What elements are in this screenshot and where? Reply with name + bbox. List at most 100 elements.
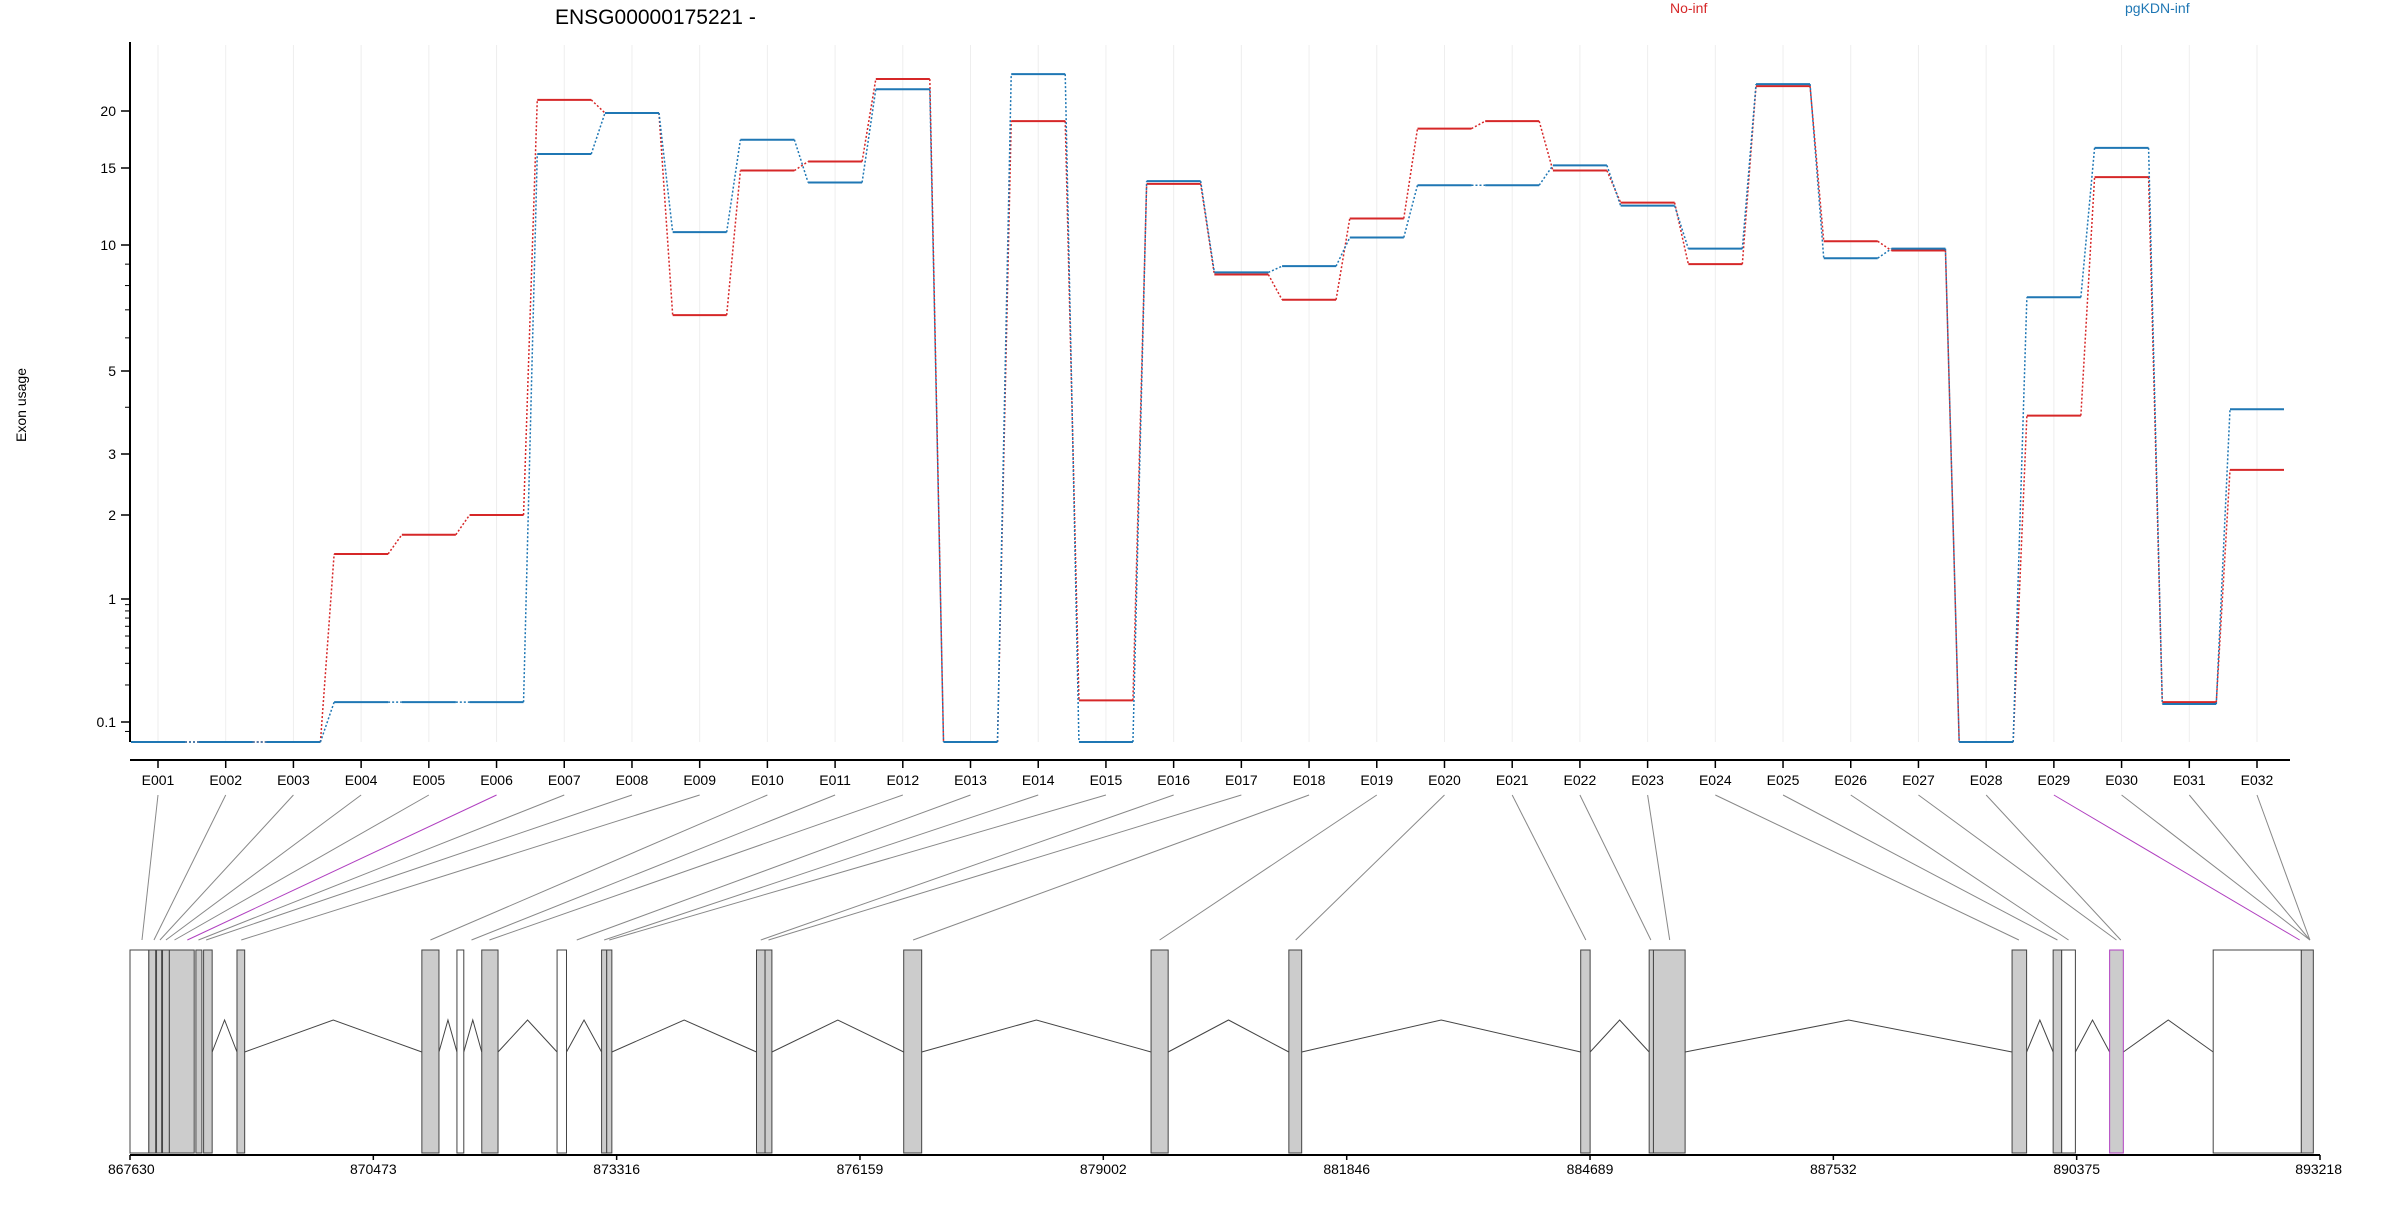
y-tick-label-5: 10 [100, 237, 116, 253]
x-tick-label-e015: E015 [1090, 772, 1123, 788]
exon-connector-lines [141, 794, 2311, 941]
connector-no-inf-e027 [1944, 250, 1960, 743]
genomic-tick-label-6: 884689 [1567, 1161, 1614, 1177]
connector-pgkdn-inf-e023 [1673, 205, 1690, 249]
connector-pgkdn-inf-e009 [725, 139, 742, 233]
exon-block-9 [456, 949, 465, 1154]
connector-line-e032 [2256, 794, 2311, 941]
connector-line-e021 [1511, 794, 1587, 941]
y-axis-label: Exon usage [13, 368, 29, 442]
connector-pgkdn-inf-e014 [1064, 74, 1080, 743]
connector-no-inf-e020 [1471, 120, 1486, 130]
exon-block-6 [203, 949, 213, 1154]
connector-line-e019 [1159, 794, 1378, 941]
connector-pgkdn-inf-e003 [319, 701, 335, 743]
x-tick-label-e009: E009 [683, 772, 716, 788]
genomic-tick-label-4: 879002 [1080, 1161, 1127, 1177]
exon-block-2 [156, 949, 163, 1154]
grid-lines [157, 45, 2258, 742]
connector-pgkdn-inf-e013 [996, 74, 1012, 743]
x-tick-label-e003: E003 [277, 772, 310, 788]
connector-line-e028 [1985, 794, 2122, 941]
connector-no-inf-e019 [1403, 128, 1419, 219]
x-tick-label-e030: E030 [2105, 772, 2138, 788]
connector-pgkdn-inf-e028 [2012, 297, 2028, 743]
connector-line-e009 [241, 794, 700, 941]
intron-9 [1301, 1019, 1581, 1053]
connector-line-e003 [159, 794, 294, 941]
x-tick-label-e026: E026 [1834, 772, 1867, 788]
x-tick-label-e006: E006 [480, 772, 513, 788]
connector-pgkdn-inf-e006 [522, 153, 539, 703]
exon-block-12 [601, 949, 608, 1154]
connector-pgkdn-inf-e010 [793, 139, 809, 183]
x-tick-label-e027: E027 [1902, 772, 1935, 788]
x-tick-label-e008: E008 [616, 772, 649, 788]
y-tick-label-4: 5 [108, 363, 116, 379]
intron-3 [497, 1019, 558, 1053]
intron-12 [2026, 1018, 2054, 1053]
connector-line-e018 [912, 794, 1310, 941]
connector-no-inf-e030 [2147, 177, 2164, 703]
x-tick-label-e023: E023 [1631, 772, 1664, 788]
connector-line-e007 [198, 794, 565, 941]
exon-block-20 [1648, 949, 1654, 1154]
genomic-tick-label-7: 887532 [1810, 1161, 1857, 1177]
connector-pgkdn-inf-e007 [590, 112, 606, 155]
intron-7 [921, 1019, 1152, 1053]
connector-line-e013 [576, 794, 971, 941]
connector-pgkdn-inf-e016 [1199, 180, 1216, 273]
series-no-inf [131, 78, 2284, 743]
exon-block-16 [903, 949, 923, 1154]
connector-no-inf-e023 [1673, 202, 1690, 265]
x-tick-label-e029: E029 [2038, 772, 2071, 788]
x-tick-label-e031: E031 [2173, 772, 2206, 788]
connector-pgkdn-inf-e030 [2147, 147, 2164, 705]
connector-line-e023 [1647, 794, 1671, 941]
connector-no-inf-e006 [522, 99, 539, 516]
connector-no-inf-e009 [725, 170, 742, 316]
x-tick-label-e028: E028 [1970, 772, 2003, 788]
x-tick-label-e032: E032 [2241, 772, 2274, 788]
connector-line-e004 [165, 794, 362, 941]
x-tick-label-e022: E022 [1564, 772, 1597, 788]
x-tick-label-e011: E011 [819, 772, 851, 788]
exon-block-24 [2061, 949, 2076, 1154]
y-tick-label-2: 2 [108, 507, 116, 523]
connector-no-inf-e026 [1877, 240, 1892, 252]
connector-line-e012 [489, 794, 903, 941]
connector-pgkdn-inf-e021 [1538, 164, 1554, 186]
connector-line-e005 [174, 794, 430, 941]
exon-block-25 [2109, 949, 2124, 1154]
connector-no-inf-e029 [2080, 177, 2096, 416]
x-tick-label-e013: E013 [954, 772, 987, 788]
y-tick-label-1: 1 [108, 591, 116, 607]
connector-line-e008 [206, 794, 633, 941]
intron-10 [1589, 1019, 1650, 1053]
x-tick-label-e002: E002 [209, 772, 242, 788]
connector-pgkdn-inf-e012 [929, 89, 945, 743]
intron-15 [211, 1018, 238, 1053]
connector-line-e014 [603, 794, 1039, 941]
exon-block-15 [764, 949, 773, 1154]
exon-block-3 [162, 949, 170, 1154]
exon-block-19 [1580, 949, 1591, 1154]
exon-block-23 [2052, 949, 2063, 1154]
exon-block-4 [168, 949, 195, 1154]
x-tick-label-e014: E014 [1022, 772, 1055, 788]
x-tick-label-e005: E005 [412, 772, 445, 788]
connector-no-inf-e025 [1809, 86, 1825, 242]
connector-line-e020 [1295, 794, 1445, 941]
y-tick-label-7: 20 [100, 103, 116, 119]
intron-13 [2074, 1018, 2111, 1053]
connector-pgkdn-inf-e029 [2080, 147, 2096, 298]
connector-line-e002 [153, 794, 227, 941]
connector-no-inf-e013 [996, 121, 1012, 743]
genomic-tick-label-5: 881846 [1323, 1161, 1370, 1177]
connector-line-e017 [768, 794, 1242, 941]
connector-no-inf-e003 [319, 553, 335, 743]
x-tick-label-e021: E021 [1496, 772, 1529, 788]
x-tick-label-e007: E007 [548, 772, 581, 788]
x-tick-label-e019: E019 [1360, 772, 1393, 788]
